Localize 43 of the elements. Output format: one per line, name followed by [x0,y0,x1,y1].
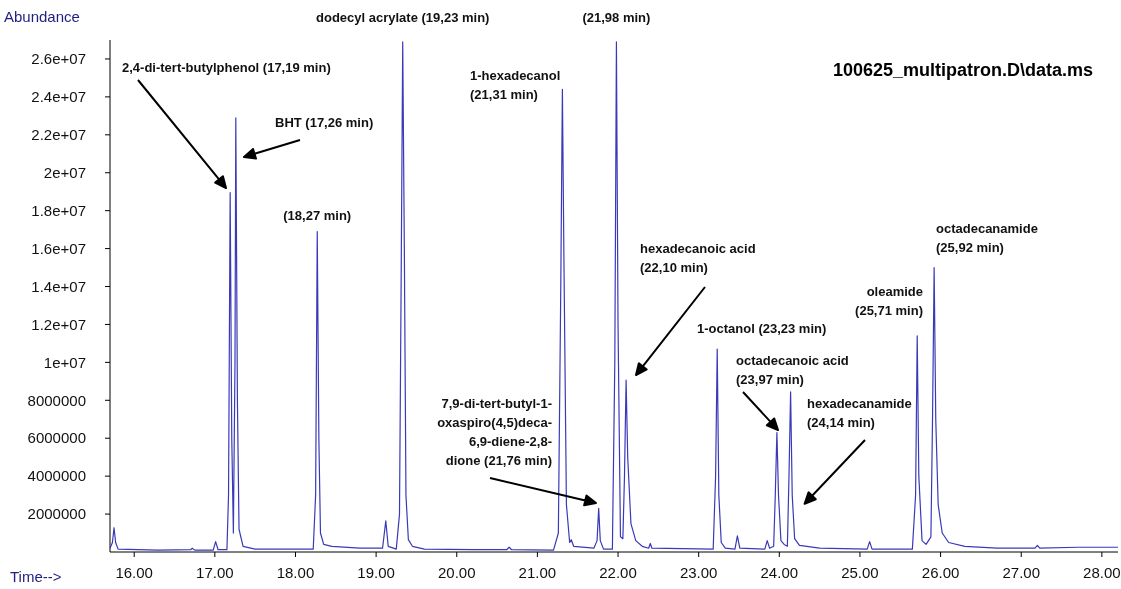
y-axis-title: Abundance [4,8,80,25]
y-tick-label: 1.2e+07 [31,315,86,333]
annotation: (18,27 min) [283,207,352,223]
x-axis-title: Time--> [10,568,62,585]
y-tick-label: 2000000 [27,505,86,523]
annotation: dodecyl acrylate (19,23 min) [316,10,490,25]
x-tick-label: 24.00 [760,564,799,581]
y-tick-label: 1.4e+07 [31,277,86,295]
x-tick-label: 26.00 [921,564,960,581]
line-series [109,41,1119,551]
annotation: (21,98 min) [582,10,651,25]
x-tick-label: 19.00 [357,564,395,581]
y-tick-label: 1.8e+07 [31,201,86,219]
y-tick-label: 8000000 [27,391,86,409]
x-tick-label: 20.00 [437,564,476,581]
y-tick-label: 2e+07 [43,163,86,181]
x-tick-label: 18.00 [276,564,315,581]
x-tick-label: 27.00 [1002,564,1041,581]
annotation: hexadecanamide (24,14 min) [807,396,912,430]
y-tick-label: 1e+07 [43,353,86,371]
x-tick-label: 16.00 [115,564,153,581]
x-tick-label: 28.00 [1083,564,1121,581]
x-tick-label: 25.00 [841,564,879,581]
x-tick-label: 23.00 [679,564,718,581]
annotation: octadecanoic acid (23,97 min) [736,353,849,387]
annotation: BHT (17,26 min) [275,115,374,130]
annotation: 2,4-di-tert-butylphenol (17,19 min) [122,60,331,75]
annotation: 1-hexadecanol (21,31 min) [470,68,561,102]
annotation: oleamide (25,71 min) [855,284,923,318]
y-tick-label: 2.2e+07 [31,126,86,144]
y-tick-label: 4000000 [27,467,86,485]
annotation: hexadecanoic acid (22,10 min) [640,241,756,275]
y-tick-label: 1.6e+07 [31,239,86,257]
annotation: octadecanamide (25,92 min) [936,221,1038,255]
annotation: 1-octanol (23,23 min) [697,321,827,336]
y-tick-label: 6000000 [27,429,86,447]
text: 100625_multipatron.D\data.ms [832,60,1093,80]
annotation: 7,9-di-tert-butyl-1-oxaspiro(4,5)deca-6,9-diene-2,8-dione (21,76 min) [437,396,552,468]
x-tick-label: 22.00 [599,564,637,581]
x-tick-label: 17.00 [196,564,234,581]
y-tick-label: 2.6e+07 [31,50,86,68]
y-tick-label: 2.4e+07 [31,88,86,106]
x-tick-label: 21.00 [518,564,557,581]
